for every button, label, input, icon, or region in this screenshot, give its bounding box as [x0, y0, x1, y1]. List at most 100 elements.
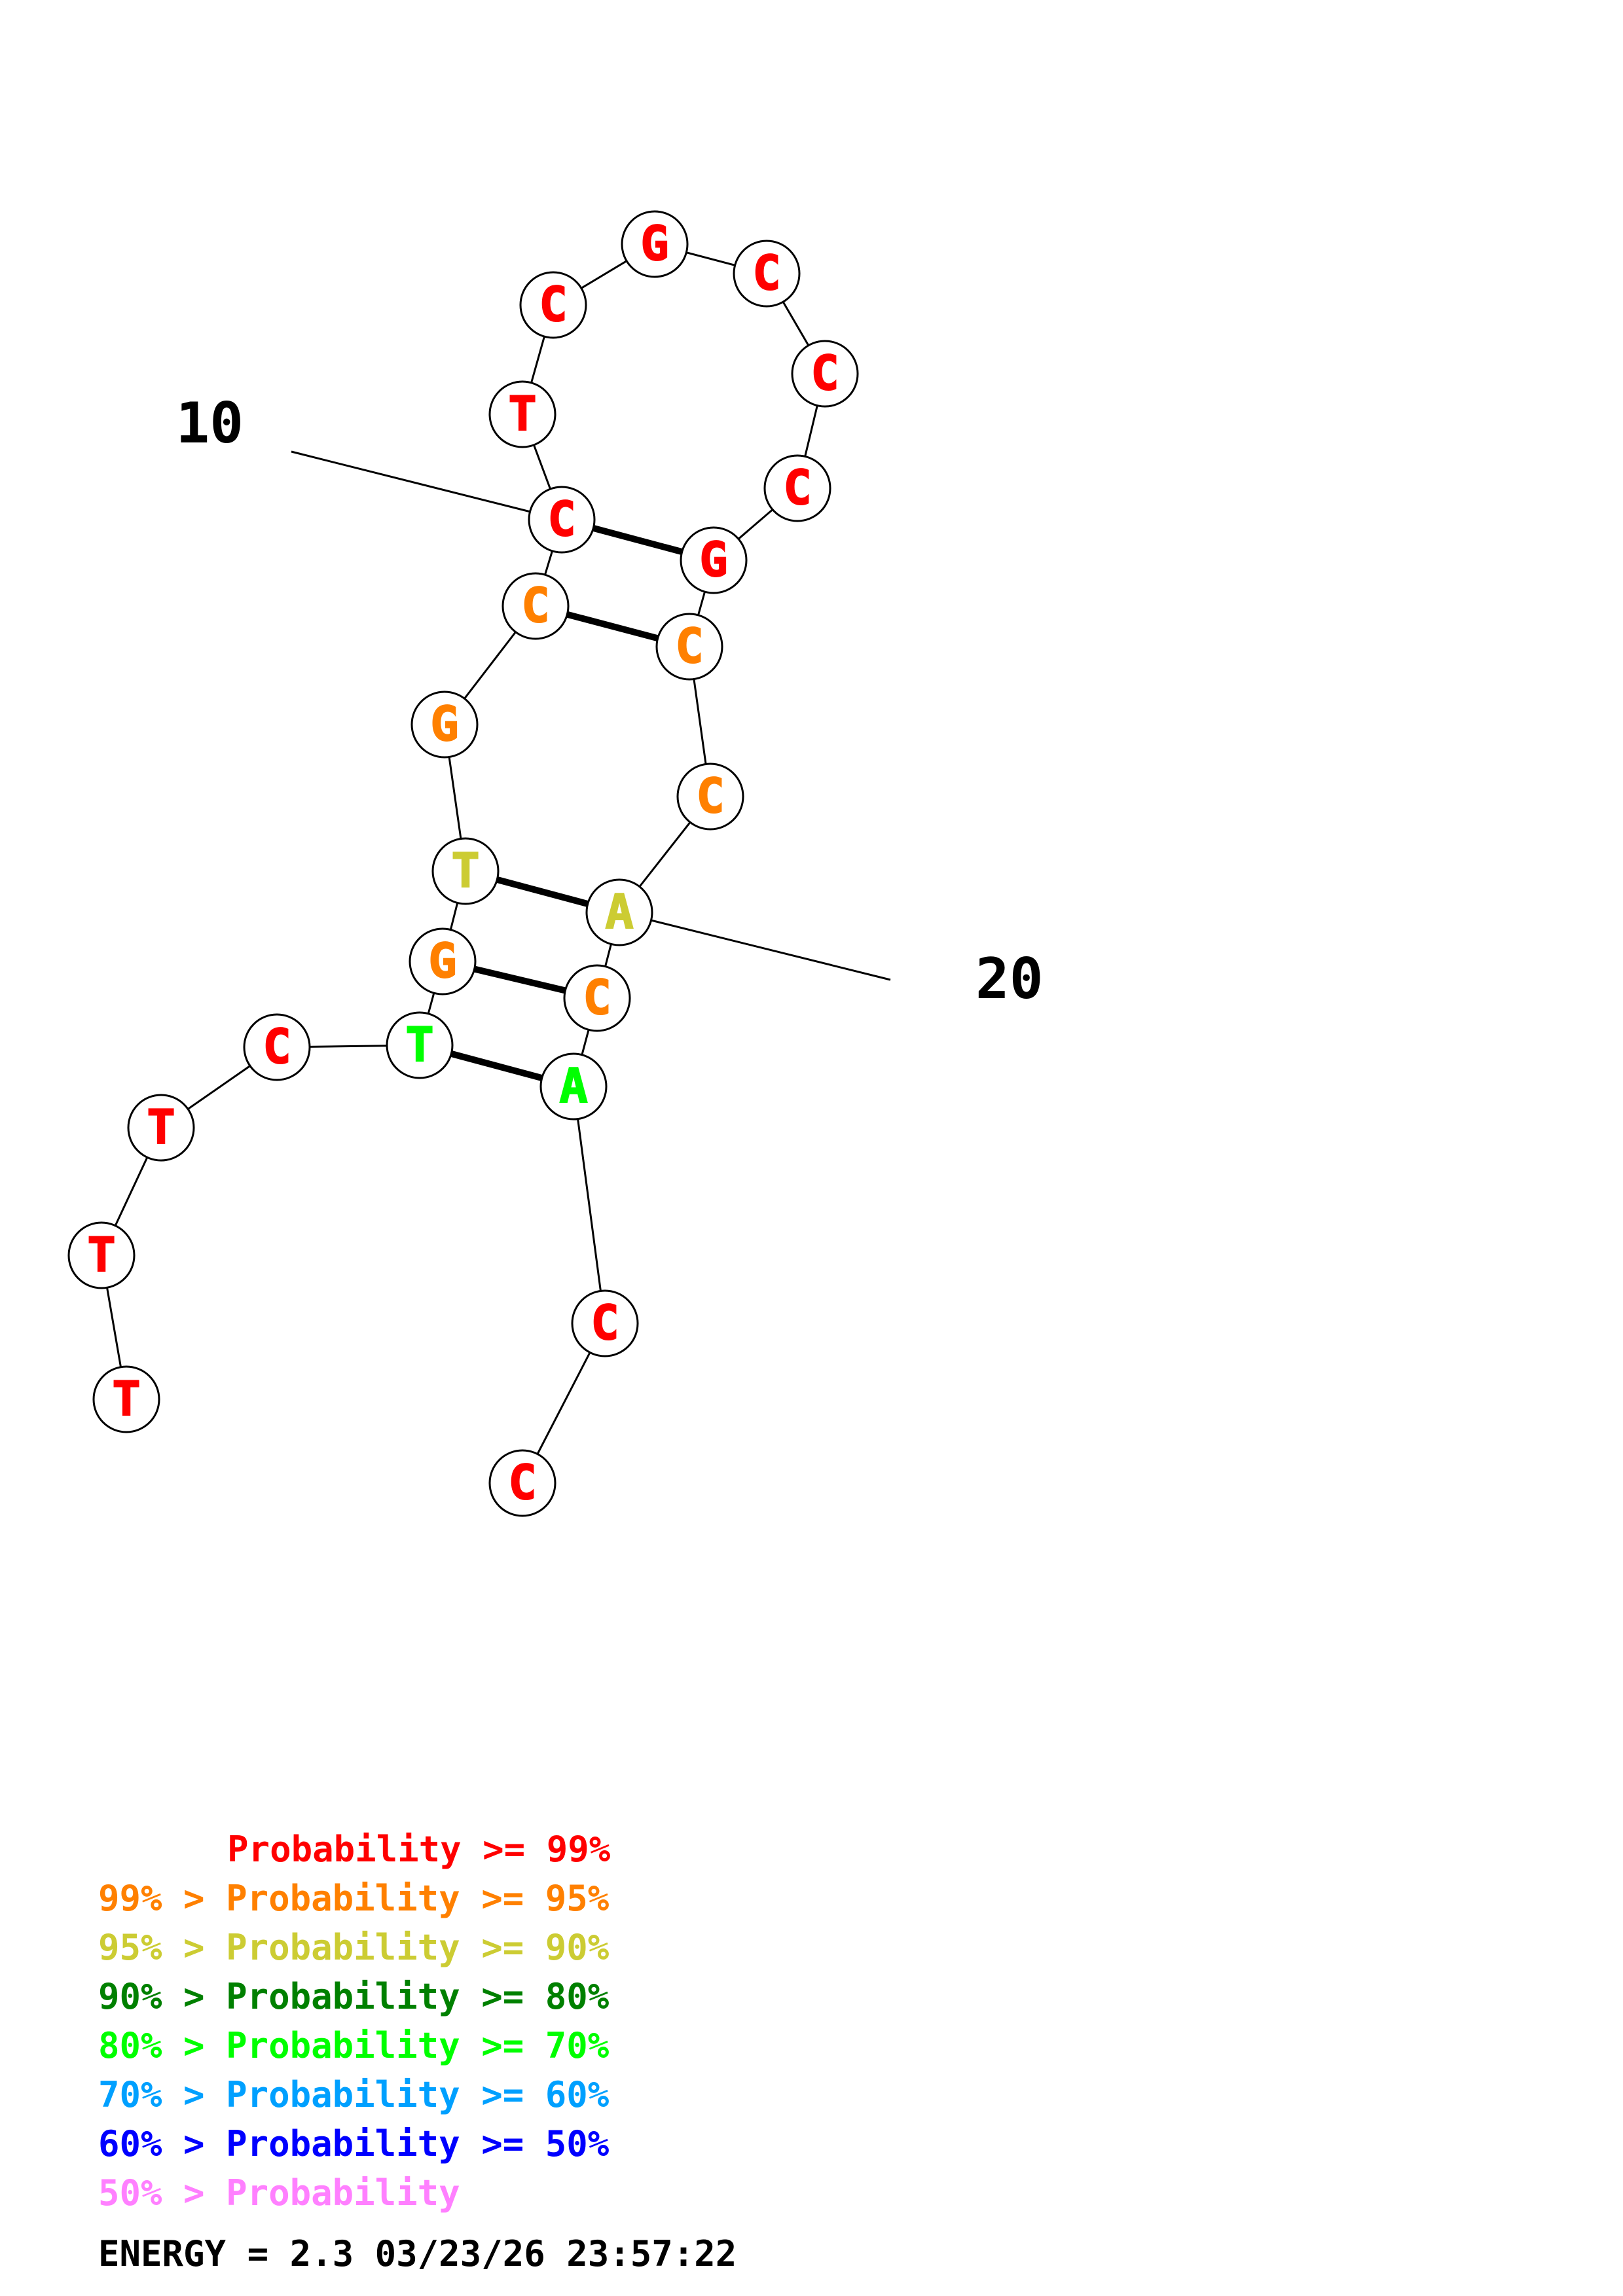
position-label-20: 20	[976, 946, 1044, 1012]
nucleotide-24: C	[488, 1449, 556, 1517]
nucleotide-circle	[676, 762, 744, 831]
nucleotide-6: G	[409, 927, 477, 996]
nucleotide-letter: G	[640, 216, 668, 271]
nucleotide-circle	[539, 1052, 608, 1121]
legend-text: Probability	[226, 2172, 460, 2214]
legend-row: Probability >= 99%	[227, 1829, 611, 1870]
nucleotide-circle	[501, 572, 570, 640]
nucleotide-circle	[92, 1365, 160, 1433]
nucleotide-letter: C	[591, 1295, 619, 1350]
nucleotide-17: G	[680, 526, 748, 594]
legend-text: Probability >= 90%	[226, 1927, 610, 1968]
nucleotide-letter: G	[699, 532, 727, 587]
legend-row: 50% > Probability	[98, 2172, 460, 2214]
nucleotide-19: C	[676, 762, 744, 831]
nucleotide-22: A	[539, 1052, 608, 1121]
nucleotide-16: C	[763, 454, 831, 522]
probability-legend: Probability >= 99%99% > Probability >= 9…	[98, 1829, 611, 2214]
legend-prefix: 50% >	[98, 2172, 226, 2214]
nucleotide-12: C	[519, 271, 587, 339]
backbone-segment	[572, 1086, 606, 1324]
legend-prefix: 90% >	[98, 1976, 226, 2017]
nucleotide-circle	[127, 1094, 195, 1162]
nucleotide-circle	[528, 486, 596, 554]
nucleotide-4: C	[243, 1013, 311, 1081]
nucleotide-letter: G	[428, 933, 456, 988]
nucleotide-letter: C	[752, 245, 780, 300]
legend-row: 60% > Probability >= 50%	[98, 2123, 610, 2164]
nucleotide-11: T	[488, 380, 556, 448]
legend-text: Probability >= 60%	[226, 2074, 610, 2115]
nucleotide-circle	[621, 210, 689, 278]
nucleotide-letter: C	[547, 492, 575, 547]
legend-row: 95% > Probability >= 90%	[98, 1927, 610, 1968]
nucleotide-9: C	[501, 572, 570, 640]
nucleotide-18: C	[655, 613, 723, 681]
legend-row: 80% > Probability >= 70%	[98, 2025, 610, 2066]
nucleotide-letter: T	[112, 1371, 140, 1426]
nucleotide-circle	[763, 454, 831, 522]
nucleotide-14: C	[733, 240, 801, 308]
position-label-10: 10	[175, 391, 244, 456]
nucleotide-circle	[680, 526, 748, 594]
nucleotide-circle	[67, 1221, 136, 1289]
nucleotide-2: T	[67, 1221, 136, 1289]
position-label-line	[619, 911, 891, 981]
legend-prefix: 95% >	[98, 1927, 226, 1968]
nucleotide-letter: A	[605, 884, 633, 939]
legend-text: Probability >= 95%	[226, 1878, 610, 1919]
nucleotide-letter: T	[405, 1017, 433, 1072]
legend-row: 70% > Probability >= 60%	[98, 2074, 610, 2115]
nucleotide-20: A	[585, 878, 653, 946]
nucleotide-1: T	[92, 1365, 160, 1433]
nucleotide-circle	[563, 964, 631, 1032]
nucleotide-letter: C	[521, 578, 549, 633]
nucleotide-23: C	[571, 1289, 639, 1357]
nucleotide-circle	[655, 613, 723, 681]
legend-prefix: 70% >	[98, 2074, 226, 2115]
nucleotide-circle	[488, 380, 556, 448]
nucleotide-circle	[431, 837, 500, 905]
legend-text: Probability >= 99%	[227, 1829, 611, 1870]
nucleotide-circle	[386, 1011, 454, 1079]
nucleotide-letter: C	[539, 277, 567, 332]
nucleotide-circle	[791, 340, 859, 408]
nucleotide-circle	[585, 878, 653, 946]
nucleotide-letter: C	[675, 619, 703, 673]
legend-text: Probability >= 80%	[226, 1976, 610, 2017]
legend-row: 99% > Probability >= 95%	[98, 1878, 610, 1919]
energy-footer: ENERGY = 2.3 03/23/26 23:57:22	[98, 2233, 737, 2274]
nucleotide-circle	[410, 691, 479, 759]
nucleotide-circle	[488, 1449, 556, 1517]
nucleotide-letter: T	[147, 1100, 175, 1155]
nucleotide-circle	[243, 1013, 311, 1081]
nucleotide-5: T	[386, 1011, 454, 1079]
nucleotide-circle	[571, 1289, 639, 1357]
nucleotide-letter: G	[430, 696, 458, 751]
nucleotide-letter: T	[87, 1227, 115, 1282]
nucleotide-letter: C	[508, 1455, 536, 1510]
nucleotide-circle	[409, 927, 477, 996]
legend-prefix: 99% >	[98, 1878, 226, 1919]
nucleotide-letter: T	[508, 386, 536, 441]
nucleotide-8: G	[410, 691, 479, 759]
nucleotide-letter: A	[559, 1058, 587, 1113]
nucleotide-letter: C	[783, 460, 811, 515]
legend-prefix: 60% >	[98, 2123, 226, 2164]
nucleotide-letter: C	[263, 1019, 291, 1074]
nucleotide-letter: C	[811, 346, 839, 401]
nucleotide-21: C	[563, 964, 631, 1032]
nucleotide-letter: C	[696, 768, 724, 823]
legend-text: Probability >= 50%	[226, 2123, 610, 2164]
position-label-lines	[291, 450, 891, 981]
nucleotide-letter: C	[583, 970, 611, 1025]
nucleotide-15: C	[791, 340, 859, 408]
position-labels: 10 20	[175, 391, 1043, 1012]
legend-row: 90% > Probability >= 80%	[98, 1976, 610, 2017]
position-label-line	[291, 450, 562, 521]
nucleotide-circle	[733, 240, 801, 308]
legend-prefix: 80% >	[98, 2025, 226, 2066]
nucleotide-7: T	[431, 837, 500, 905]
